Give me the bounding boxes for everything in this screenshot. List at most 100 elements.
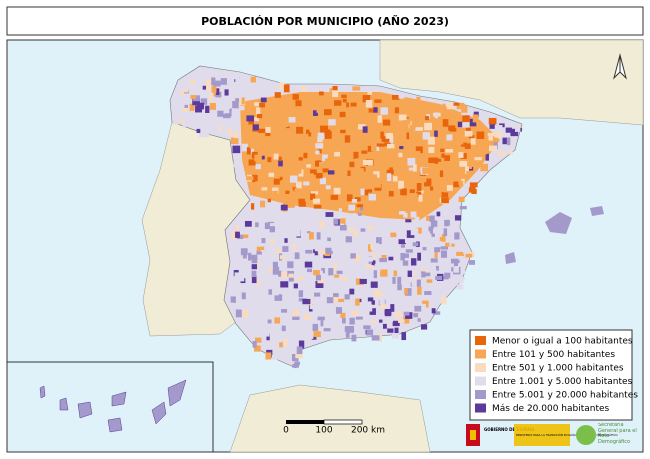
municipality (386, 143, 395, 149)
municipality (238, 106, 245, 111)
municipality (378, 333, 382, 342)
municipality (326, 297, 334, 304)
municipality (317, 316, 325, 321)
municipality (277, 139, 285, 146)
municipality (259, 132, 266, 140)
municipality (327, 250, 333, 254)
municipality (399, 232, 408, 237)
municipality (230, 296, 236, 303)
municipality (374, 99, 382, 103)
municipality (267, 319, 272, 324)
municipality (248, 142, 253, 148)
municipality (349, 293, 357, 297)
municipality (296, 181, 302, 190)
municipality (238, 174, 244, 180)
municipality (342, 98, 347, 103)
municipality (265, 127, 271, 133)
municipality (402, 260, 409, 266)
municipality (412, 242, 419, 247)
municipality (349, 317, 355, 325)
municipality (262, 315, 269, 320)
municipality (283, 84, 290, 93)
municipality (459, 160, 468, 167)
municipality (373, 270, 377, 279)
municipality (292, 94, 299, 100)
municipality (406, 132, 411, 140)
municipality (287, 261, 294, 269)
municipality (315, 275, 321, 281)
municipality (301, 195, 307, 202)
municipality (254, 154, 262, 162)
municipality (297, 324, 301, 331)
municipality (441, 197, 449, 204)
logo-ministry: MINISTERIO PARA LA TRANSICIÓN ECOLÓGICA … (516, 432, 618, 437)
municipality (420, 271, 426, 278)
municipality (319, 162, 325, 167)
municipality (271, 146, 278, 153)
municipality (387, 160, 393, 167)
municipality (420, 324, 428, 330)
municipality (380, 131, 384, 139)
municipality (246, 176, 254, 181)
municipality (451, 102, 460, 106)
municipality (345, 236, 352, 243)
municipality (349, 230, 354, 236)
legend-swatch (475, 403, 486, 413)
municipality (410, 228, 419, 236)
municipality (432, 167, 436, 172)
municipality (368, 113, 375, 118)
municipality (395, 102, 401, 109)
title: POBLACIÓN POR MUNICIPIO (AÑO 2023) (201, 15, 449, 28)
municipality (316, 104, 324, 113)
municipality (345, 102, 349, 108)
municipality (369, 198, 374, 206)
municipality (380, 236, 388, 245)
municipality (442, 103, 446, 112)
municipality (240, 248, 248, 256)
municipality (192, 98, 200, 106)
municipality (268, 230, 275, 236)
municipality (333, 218, 339, 225)
municipality (426, 215, 432, 221)
municipality (418, 262, 425, 270)
municipality (303, 181, 310, 186)
municipality (231, 231, 239, 240)
municipality (211, 85, 217, 93)
municipality (393, 270, 398, 277)
municipality (218, 125, 222, 131)
municipality (370, 265, 374, 270)
municipality (342, 267, 347, 274)
municipality (251, 257, 258, 264)
municipality (181, 111, 185, 116)
municipality (423, 307, 432, 313)
municipality (368, 225, 374, 231)
municipality (189, 77, 196, 81)
municipality (445, 242, 450, 247)
municipality (198, 130, 206, 138)
municipality (337, 315, 345, 321)
municipality (394, 327, 399, 334)
municipality (316, 319, 320, 324)
municipality (416, 191, 422, 198)
municipality (464, 130, 473, 137)
municipality (417, 286, 422, 295)
legend-label: Más de 20.000 habitantes (492, 404, 610, 414)
municipality (312, 296, 319, 300)
municipality (366, 329, 374, 336)
municipality (267, 234, 273, 239)
orange-zone (240, 92, 500, 220)
municipality (444, 272, 451, 279)
municipality (300, 86, 307, 92)
municipality (454, 232, 460, 240)
municipality (430, 220, 438, 227)
municipality (352, 86, 361, 91)
municipality (451, 263, 455, 272)
municipality (272, 249, 276, 253)
municipality (351, 199, 358, 203)
municipality (404, 288, 408, 295)
municipality (274, 92, 281, 98)
municipality (434, 157, 439, 164)
municipality (428, 128, 433, 136)
scale-bar: 0 100 200 km (283, 419, 385, 436)
municipality (233, 161, 241, 168)
